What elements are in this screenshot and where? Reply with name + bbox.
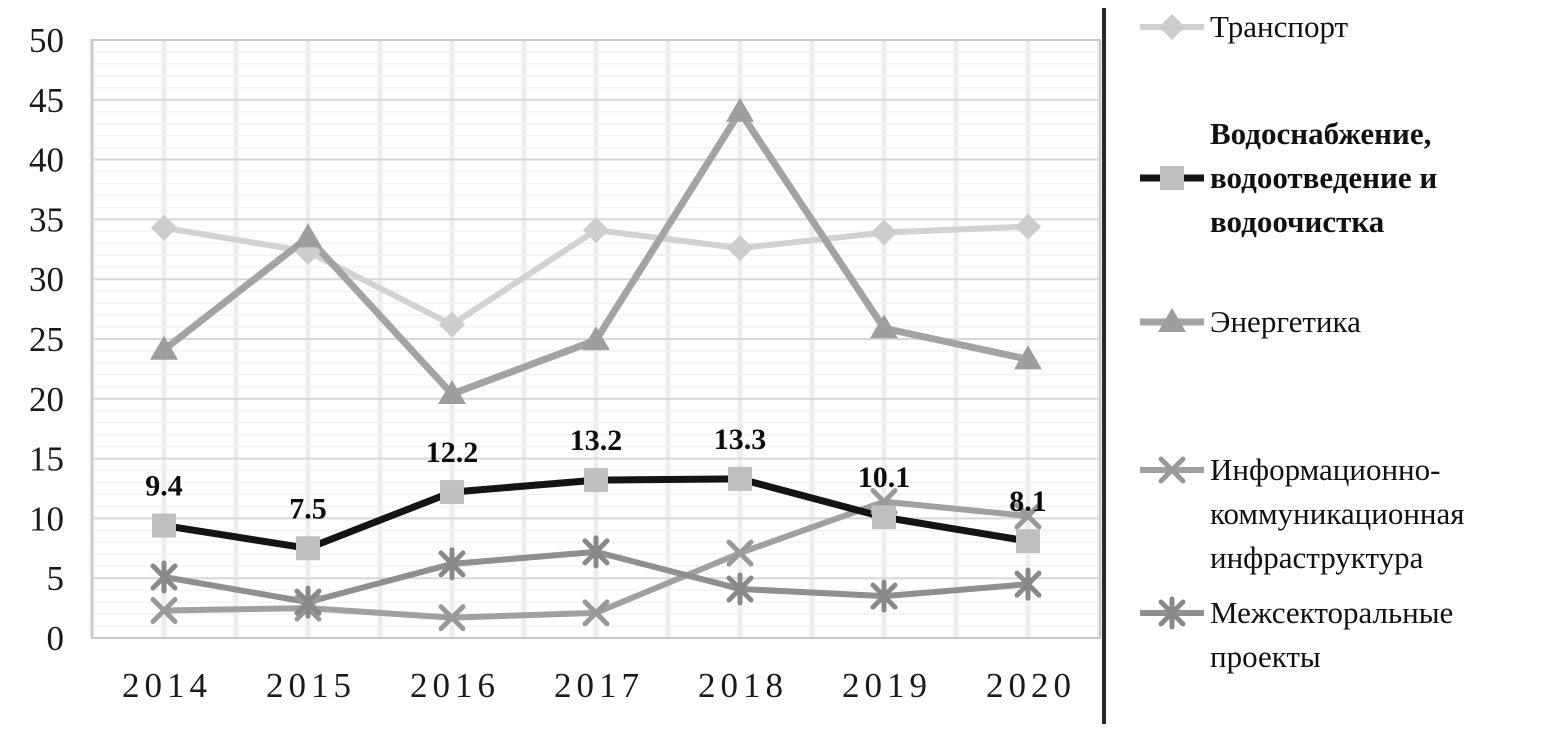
svg-text:7.5: 7.5 bbox=[289, 492, 327, 525]
svg-text:2019: 2019 bbox=[842, 666, 932, 705]
svg-text:5: 5 bbox=[47, 559, 65, 598]
svg-text:0: 0 bbox=[47, 619, 65, 658]
svg-text:2014: 2014 bbox=[122, 666, 212, 705]
legend-item-energy: Энергетика bbox=[1138, 300, 1522, 344]
svg-text:45: 45 bbox=[29, 81, 64, 120]
legend-label-water-supply: Водоснабжение, водоотведение и водоочист… bbox=[1210, 116, 1438, 239]
svg-text:35: 35 bbox=[29, 200, 64, 239]
legend-item-transport: Транспорт bbox=[1138, 5, 1522, 49]
svg-text:25: 25 bbox=[29, 320, 64, 359]
svg-text:10: 10 bbox=[29, 499, 64, 538]
legend-label-ict-infrastructure: Информационно-коммуникационная инфрастру… bbox=[1210, 452, 1465, 575]
svg-text:13.2: 13.2 bbox=[570, 424, 623, 457]
line-chart-canvas: 0 5 10 15 20 25 30 35 40 45 50 2014 2015 2016 2017 2018… bbox=[29, 21, 1103, 705]
svg-text:9.4: 9.4 bbox=[145, 470, 183, 503]
legend-item-intersectoral-projects: Межсекторальные проекты bbox=[1138, 591, 1522, 679]
svg-text:8.1: 8.1 bbox=[1009, 485, 1047, 518]
legend-label-intersectoral-projects: Межсекторальные проекты bbox=[1210, 595, 1454, 674]
svg-text:30: 30 bbox=[29, 260, 64, 299]
svg-text:50: 50 bbox=[29, 21, 64, 60]
svg-text:13.3: 13.3 bbox=[714, 423, 767, 456]
legend-item-water-supply: Водоснабжение, водоотведение и водоочист… bbox=[1138, 112, 1522, 244]
svg-text:2020: 2020 bbox=[986, 666, 1076, 705]
svg-text:40: 40 bbox=[29, 141, 64, 180]
svg-text:10.1: 10.1 bbox=[858, 461, 911, 494]
legend-item-ict-infrastructure: Информационно-коммуникационная инфрастру… bbox=[1138, 448, 1522, 580]
svg-text:2015: 2015 bbox=[266, 666, 356, 705]
square-series-marker-icon bbox=[1138, 160, 1206, 196]
svg-text:12.2: 12.2 bbox=[426, 436, 479, 469]
svg-text:20: 20 bbox=[29, 380, 64, 419]
svg-text:2016: 2016 bbox=[410, 666, 500, 705]
triangle-series-marker-icon bbox=[1138, 304, 1206, 340]
legend-label-transport: Транспорт bbox=[1210, 9, 1349, 44]
diamond-series-marker-icon bbox=[1138, 9, 1206, 45]
chart-legend: Транспорт Водоснабжение, водоотведение и… bbox=[1138, 0, 1553, 739]
svg-text:15: 15 bbox=[29, 440, 64, 479]
x-series-marker-icon bbox=[1138, 452, 1206, 488]
asterisk-series-marker-icon bbox=[1138, 595, 1206, 631]
svg-text:2018: 2018 bbox=[698, 666, 788, 705]
legend-label-energy: Энергетика bbox=[1210, 304, 1361, 339]
svg-text:2017: 2017 bbox=[554, 666, 644, 705]
chart-legend-divider bbox=[1102, 8, 1106, 724]
